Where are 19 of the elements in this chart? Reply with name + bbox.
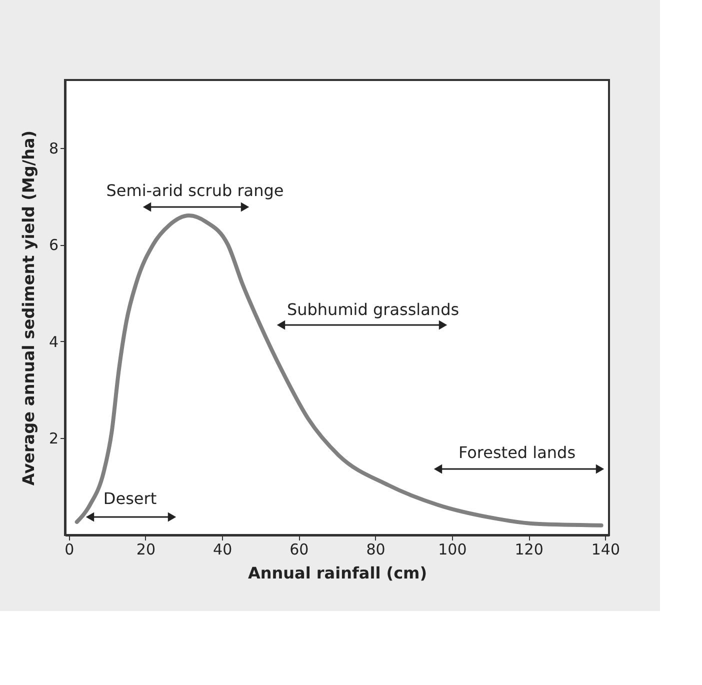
y-tick-label: 4	[48, 332, 58, 351]
y-tick-label: 2	[48, 430, 58, 448]
line-series	[74, 214, 604, 528]
annotation: Desert	[103, 489, 157, 508]
x-tick-label: 20	[136, 540, 156, 558]
annotation: Semi-arid scrub range	[106, 181, 284, 200]
x-tick-label: 40	[213, 540, 232, 558]
x-tick-label: 140	[591, 540, 620, 558]
x-axis-title: Annual rainfall (cm)	[248, 564, 428, 582]
y-tick-label: 8	[48, 139, 58, 158]
y-tick-label: 6	[48, 236, 58, 254]
annotation: Forested lands	[458, 443, 576, 462]
x-tick-label: 0	[64, 540, 74, 558]
x-tick-label: 80	[366, 540, 386, 558]
x-tick-label: 120	[514, 540, 544, 558]
annotation: Subhumid grasslands	[286, 300, 460, 319]
x-tick-label: 60	[290, 540, 309, 558]
x-tick-label: 100	[438, 540, 467, 558]
y-axis-title: Average annual sediment yield (Mg/ha)	[18, 130, 38, 486]
